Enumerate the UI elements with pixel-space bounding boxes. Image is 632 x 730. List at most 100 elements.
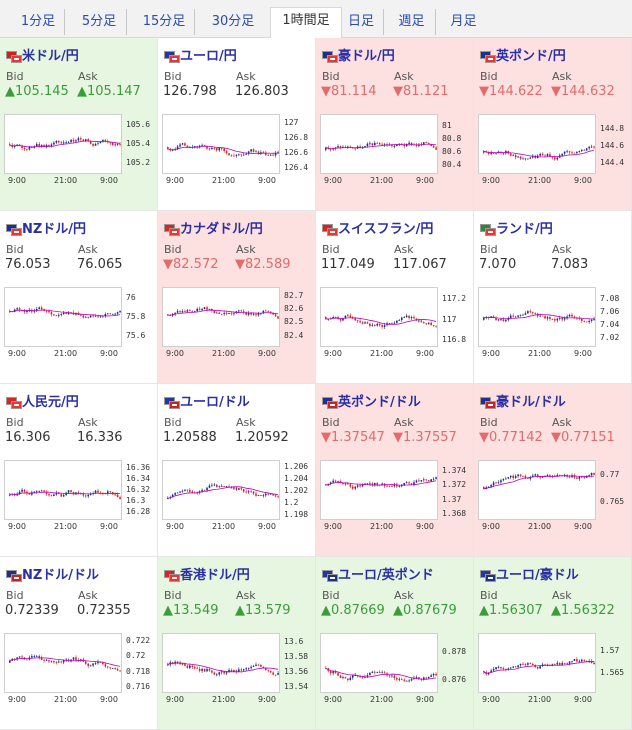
mini-chart[interactable]: 117.2 117 116.8 9:00 21:00 9:00 [320, 287, 468, 359]
pair-title-text[interactable]: 人民元/円 [22, 395, 79, 410]
pair-title-text[interactable]: ユーロ/英ポンド [338, 568, 434, 583]
candle-body [114, 668, 116, 669]
pair-title-text[interactable]: 香港ドル/円 [180, 568, 250, 583]
candle-body [193, 666, 196, 669]
pair-title-text[interactable]: 米ドル/円 [22, 49, 79, 64]
pair-title-text[interactable]: 豪ドル/ドル [496, 395, 566, 410]
rate-card[interactable]: カナダドル/円 Bid Ask ▼82.572 ▼82.589 82.7 82.6 82.5 8… [158, 211, 316, 384]
bid-label: Bid [164, 70, 182, 83]
rate-card[interactable]: NZドル/円 Bid Ask 76.053 76.065 76 75.8 75.6 9:00 21… [0, 211, 158, 384]
pair-title-text[interactable]: NZドル/円 [22, 222, 87, 237]
pair-title[interactable]: ユーロ/ドル [164, 391, 250, 410]
rate-card[interactable]: 香港ドル/円 Bid Ask ▲13.549 ▲13.579 13.6 13.58 13.56… [158, 557, 316, 730]
tab-2[interactable]: 15分足 [134, 9, 195, 35]
candle-body [186, 145, 189, 148]
candle-body [228, 153, 230, 156]
candle-body [260, 664, 262, 667]
pair-title[interactable]: 英ポンド/ドル [322, 391, 421, 410]
mini-chart[interactable]: 76 75.8 75.6 9:00 21:00 9:00 [4, 287, 152, 359]
mini-chart[interactable]: 144.8 144.6 144.4 9:00 21:00 9:00 [478, 114, 626, 186]
mini-chart[interactable]: 16.36 16.34 16.32 16.3 16.28 9:00 21:00 9:00 [4, 460, 152, 532]
mini-chart[interactable]: 81 80.8 80.6 80.4 9:00 21:00 9:00 [320, 114, 468, 186]
mini-chart[interactable]: 0.77 0.765 9:00 21:00 9:00 [478, 460, 626, 532]
pair-title[interactable]: NZドル/ドル [6, 564, 99, 583]
rate-card[interactable]: 英ポンド/ドル Bid Ask ▼1.37547 ▼1.37557 1.374 1.372 1… [316, 384, 474, 557]
candle-body [522, 475, 524, 477]
mini-chart[interactable]: 82.7 82.6 82.5 82.4 9:00 21:00 9:00 [162, 287, 310, 359]
rate-card[interactable]: ランド/円 Bid Ask 7.070 7.083 7.08 7.06 7.04 7.02 9:0… [474, 211, 632, 384]
pair-title[interactable]: スイスフラン/円 [322, 218, 433, 237]
rate-card[interactable]: ユーロ/円 Bid Ask 126.798 126.803 127 126.8 126.6 12… [158, 38, 316, 211]
pair-title-text[interactable]: スイスフラン/円 [338, 222, 434, 237]
candle-body [554, 664, 556, 666]
candle-body [381, 144, 383, 146]
candle-body [55, 140, 58, 143]
mini-chart[interactable]: 0.722 0.72 0.718 0.716 9:00 21:00 9:00 [4, 633, 152, 705]
mini-chart[interactable]: 0.878 0.876 9:00 21:00 9:00 [320, 633, 468, 705]
pair-title-text[interactable]: 英ポンド/ドル [338, 395, 421, 410]
tab-4[interactable]: 1時間足 [270, 7, 342, 39]
candle-body [410, 317, 413, 319]
candle-body [558, 662, 561, 665]
pair-title-text[interactable]: NZドル/ドル [22, 568, 100, 583]
pair-title[interactable]: ユーロ/英ポンド [322, 564, 434, 583]
rate-card[interactable]: 米ドル/円 Bid Ask ▲105.145 ▲105.147 105.6 105.4 105… [0, 38, 158, 211]
ask-number: 126.803 [235, 84, 289, 99]
tab-7[interactable]: 月足 [450, 14, 477, 29]
rate-card[interactable]: ユーロ/ドル Bid Ask 1.20588 1.20592 1.206 1.204 1.20… [158, 384, 316, 557]
candle-body [505, 319, 507, 322]
x-tick-label: 9:00 [166, 349, 184, 358]
mini-chart[interactable]: 1.206 1.204 1.202 1.2 1.198 9:00 21:00 9:00 [162, 460, 310, 532]
pair-title-text[interactable]: カナダドル/円 [180, 222, 263, 237]
pair-title-text[interactable]: 豪ドル/円 [338, 49, 395, 64]
pair-title-text[interactable]: ユーロ/豪ドル [496, 568, 579, 583]
mini-chart[interactable]: 13.6 13.58 13.56 13.54 9:00 21:00 9:00 [162, 633, 310, 705]
pair-title[interactable]: 米ドル/円 [6, 45, 79, 64]
ask-label: Ask [394, 70, 414, 83]
rate-card[interactable]: 英ポンド/円 Bid Ask ▼144.622 ▼144.632 144.8 144.6 14… [474, 38, 632, 211]
ask-number: 1.37557 [403, 430, 457, 445]
pair-title-text[interactable]: ランド/円 [496, 222, 553, 237]
tab-0[interactable]: 1分足 [12, 9, 65, 35]
rate-card[interactable]: 豪ドル/円 Bid Ask ▼81.114 ▼81.121 81 80.8 80.6 80.4 9… [316, 38, 474, 211]
pair-title[interactable]: 豪ドル/円 [322, 45, 395, 64]
pair-title[interactable]: ユーロ/豪ドル [480, 564, 579, 583]
price-chart-svg [325, 313, 437, 329]
rate-card[interactable]: ユーロ/豪ドル Bid Ask ▲1.56307 ▲1.56322 1.57 1.565 9:… [474, 557, 632, 730]
mini-chart[interactable]: 127 126.8 126.6 126.4 9:00 21:00 9:00 [162, 114, 310, 186]
bid-value: 76.053 [5, 257, 51, 272]
mini-chart[interactable]: 1.374 1.372 1.37 1.368 9:00 21:00 9:00 [320, 460, 468, 532]
tab-6[interactable]: 週足 [388, 9, 436, 35]
pair-title[interactable]: ランド/円 [480, 218, 553, 237]
pair-title[interactable]: NZドル/円 [6, 218, 86, 237]
candle-body [107, 666, 109, 668]
candle-body [186, 665, 189, 668]
pair-title[interactable]: 人民元/円 [6, 391, 79, 410]
bid-value: ▼81.114 [321, 84, 377, 99]
chart-plot [478, 287, 596, 347]
pair-title[interactable]: ユーロ/円 [164, 45, 237, 64]
pair-title[interactable]: カナダドル/円 [164, 218, 263, 237]
bid-label: Bid [164, 416, 182, 429]
bid-number: 144.622 [489, 84, 543, 99]
pair-title[interactable]: 英ポンド/円 [480, 45, 566, 64]
pair-title[interactable]: 香港ドル/円 [164, 564, 250, 583]
tab-3[interactable]: 30分足 [211, 14, 255, 29]
tab-1[interactable]: 5分足 [72, 9, 127, 35]
rate-card[interactable]: NZドル/ドル Bid Ask 0.72339 0.72355 0.722 0.72 0.71… [0, 557, 158, 730]
rate-card[interactable]: ユーロ/英ポンド Bid Ask ▲0.87669 ▲0.87679 0.878 0.876… [316, 557, 474, 730]
tab-5[interactable]: 日足 [339, 9, 384, 35]
pair-title-text[interactable]: ユーロ/ドル [180, 395, 250, 410]
rate-card[interactable]: 豪ドル/ドル Bid Ask ▼0.77142 ▼0.77151 0.77 0.765 9:0… [474, 384, 632, 557]
chart-plot [4, 633, 122, 693]
pair-title[interactable]: 豪ドル/ドル [480, 391, 566, 410]
rate-card[interactable]: 人民元/円 Bid Ask 16.306 16.336 16.36 16.34 16.32 16… [0, 384, 158, 557]
pair-title-text[interactable]: 英ポンド/円 [496, 49, 566, 64]
candle-body [40, 490, 43, 492]
candle-body [495, 152, 497, 154]
rate-card[interactable]: スイスフラン/円 Bid Ask 117.049 117.067 117.2 117 116.… [316, 211, 474, 384]
mini-chart[interactable]: 105.6 105.4 105.2 9:00 21:00 9:00 [4, 114, 152, 186]
mini-chart[interactable]: 1.57 1.565 9:00 21:00 9:00 [478, 633, 626, 705]
pair-title-text[interactable]: ユーロ/円 [180, 49, 237, 64]
mini-chart[interactable]: 7.08 7.06 7.04 7.02 9:00 21:00 9:00 [478, 287, 626, 359]
